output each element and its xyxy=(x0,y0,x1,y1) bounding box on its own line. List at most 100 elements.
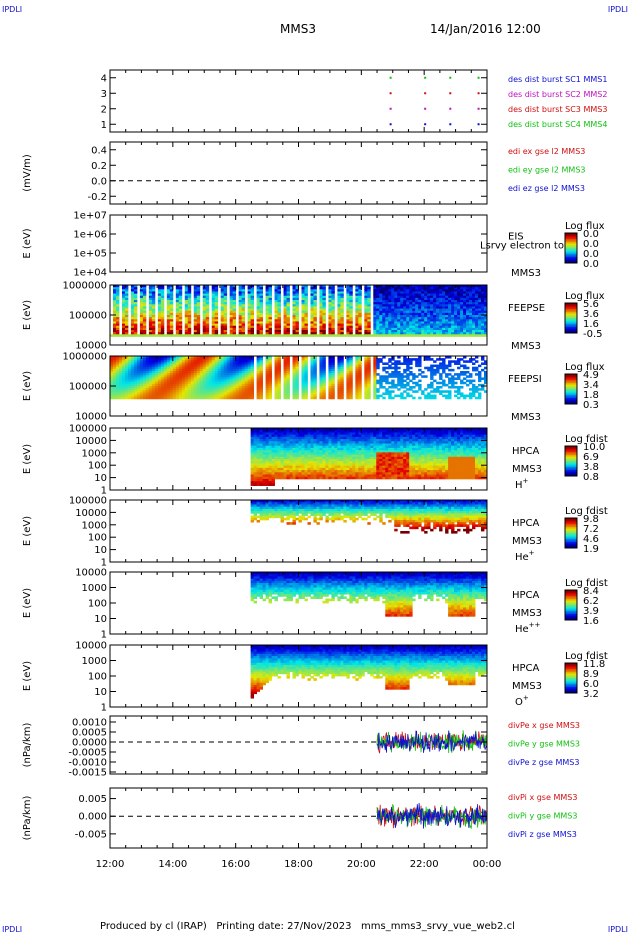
spectrogram-cell xyxy=(268,293,272,297)
spectrogram-cell xyxy=(217,379,222,383)
spectrogram-cell xyxy=(403,321,407,324)
spectrogram-cell xyxy=(427,308,431,312)
spectrogram-cell xyxy=(289,436,293,440)
spectrogram-cell xyxy=(127,392,132,395)
spectrogram-cell xyxy=(241,315,246,318)
spectrogram-cell xyxy=(148,358,153,361)
spectrogram-cell xyxy=(364,327,368,331)
spacecraft-label: MMS3 xyxy=(511,412,541,423)
spectrogram-cell xyxy=(202,377,207,380)
spectrogram-cell xyxy=(409,304,413,307)
spectrogram-cell xyxy=(439,289,443,292)
spectrogram-cell xyxy=(460,330,464,333)
spectrogram-cell xyxy=(283,434,287,438)
spectrogram-cell xyxy=(439,358,443,361)
spectrogram-cell xyxy=(247,315,252,318)
spectrogram-cell xyxy=(394,315,398,318)
spectrogram-cell xyxy=(160,304,165,307)
spectrogram-cell xyxy=(277,371,281,374)
spectrogram-cell xyxy=(265,432,269,436)
spectrogram-cell xyxy=(268,386,272,389)
spectrogram-cell xyxy=(376,334,380,337)
spectrogram-cell xyxy=(199,358,204,361)
spectrogram-cell xyxy=(295,306,299,309)
spectrogram-cell xyxy=(292,368,296,372)
spectrogram-cell xyxy=(211,364,216,368)
spectrogram-cell xyxy=(463,308,467,312)
spectrogram-cell xyxy=(196,396,201,400)
spectrogram-cell xyxy=(340,317,344,320)
spectrogram-cell xyxy=(238,396,243,400)
spectrogram-cell xyxy=(115,390,120,393)
spectrogram-cell xyxy=(283,285,287,288)
spectrogram-cell xyxy=(277,358,281,361)
spectrogram-cell xyxy=(472,383,476,387)
spectrogram-cell xyxy=(454,381,458,385)
spectrogram-cell xyxy=(265,334,269,337)
spectrogram-cell xyxy=(475,321,479,324)
spectrogram-cell xyxy=(355,390,359,393)
spectrogram-cell xyxy=(385,392,389,395)
burst-marker xyxy=(477,107,480,110)
spectrogram-cell xyxy=(403,297,407,301)
spectrogram-cell xyxy=(136,356,141,359)
spectrogram-cell xyxy=(418,379,422,383)
spectrogram-cell xyxy=(415,383,419,387)
spectrogram-cell xyxy=(154,334,159,337)
spectrogram-cell xyxy=(220,358,225,361)
spectrogram-cell xyxy=(358,366,362,370)
spectrogram-cell xyxy=(304,362,308,365)
spectrogram-cell xyxy=(472,358,476,361)
spectrogram-cell xyxy=(250,362,255,365)
panel-edi: 0.40.20.0-0.2(mV/m)edi ex gse l2 MMS3edi… xyxy=(22,141,586,205)
spectrogram-cell xyxy=(247,386,252,389)
spectrogram-cell xyxy=(121,332,126,335)
spectrogram-cell xyxy=(304,330,308,333)
spectrogram-cell xyxy=(418,358,422,361)
spectrogram-cell xyxy=(259,358,263,361)
spectrogram-cell xyxy=(253,432,258,436)
spectrogram-cell xyxy=(253,481,258,484)
spectrogram-cell xyxy=(160,377,165,380)
spectrogram-cell xyxy=(262,472,266,475)
spectrogram-cell xyxy=(385,291,389,294)
spectrogram-cell xyxy=(277,293,281,297)
spectrogram-cell xyxy=(130,323,135,327)
spectrogram-cell xyxy=(391,358,395,361)
spectrogram-cell xyxy=(160,295,165,299)
spectrogram-cell xyxy=(133,368,138,372)
spectrogram-cell xyxy=(394,383,398,387)
spectrogram-cell xyxy=(472,390,476,393)
spectrogram-cell xyxy=(232,358,237,361)
spectrogram-cell xyxy=(331,317,335,320)
spectrogram-cell xyxy=(454,287,458,290)
spectrogram-cell xyxy=(445,312,449,316)
spectrogram-cell xyxy=(475,317,479,320)
spectrogram-cell xyxy=(310,330,314,333)
spectrogram-cell xyxy=(169,327,174,331)
spectrogram-cell xyxy=(247,379,252,383)
spectrogram-cell xyxy=(175,317,180,320)
spectrogram-cell xyxy=(424,358,428,361)
spectrogram-cell xyxy=(451,297,455,301)
spectrogram-cell xyxy=(208,388,213,391)
spectrogram-cell xyxy=(121,368,126,372)
spectrogram-cell xyxy=(115,325,120,329)
spectrogram-cell xyxy=(145,396,150,400)
spectrogram-cell xyxy=(457,302,461,305)
spectrogram-cell xyxy=(229,358,234,361)
spectrogram-cell xyxy=(469,321,473,324)
spectrogram-cell xyxy=(403,302,407,305)
spectrogram-cell xyxy=(355,315,359,318)
spectrogram-cell xyxy=(163,334,168,337)
spectrogram-cell xyxy=(295,332,299,335)
spectrogram-cell xyxy=(112,332,117,335)
spectrogram-cell xyxy=(223,306,228,309)
spectrogram-cell xyxy=(154,368,159,372)
spectrogram-cell xyxy=(460,379,464,383)
spectrogram-cell xyxy=(268,362,272,365)
spectrogram-cell xyxy=(268,381,272,385)
spectrogram-cell xyxy=(202,332,207,335)
spectrogram-cell xyxy=(301,287,305,290)
spectrogram-cell xyxy=(439,319,443,322)
